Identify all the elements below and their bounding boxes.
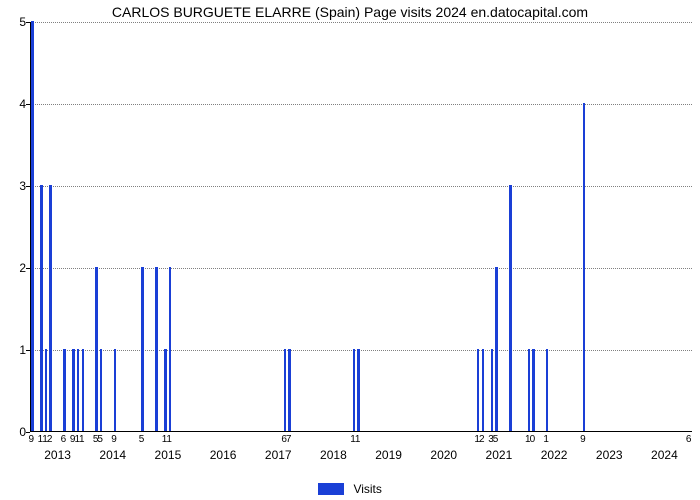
y-tick-label: 5 [12,15,26,29]
data-spike [528,349,531,431]
data-spike [155,267,158,431]
y-tick-mark [26,432,30,433]
plot-area [30,22,692,432]
legend-label: Visits [353,482,381,496]
data-spike [353,349,356,431]
y-tick-label: 2 [12,261,26,275]
x-value-label: 5 [139,434,145,445]
x-year-label: 2017 [265,448,292,462]
data-spike [164,349,167,431]
x-year-label: 2018 [320,448,347,462]
legend: Visits [0,481,700,496]
data-spike [82,349,85,431]
chart-container: CARLOS BURGUETE ELARRE (Spain) Page visi… [0,0,700,500]
data-spike [546,349,549,431]
y-tick-mark [26,350,30,351]
x-year-label: 2014 [99,448,126,462]
y-tick-mark [26,268,30,269]
data-spike [357,349,360,431]
x-year-label: 2013 [44,448,71,462]
x-value-label: 9 [580,434,586,445]
gridline [31,350,692,351]
x-value-label: 2 [47,434,53,445]
x-value-label: 1 [355,434,361,445]
x-year-label: 2015 [155,448,182,462]
x-year-label: 2024 [651,448,678,462]
x-value-label: 1 [166,434,172,445]
gridline [31,268,692,269]
x-value-label: 1 [79,434,85,445]
y-tick-label: 1 [12,343,26,357]
data-spike [141,267,144,431]
data-spike [583,103,586,431]
data-spike [491,349,494,431]
x-value-label: 7 [286,434,292,445]
x-value-label: 5 [97,434,103,445]
gridline [31,104,692,105]
data-spike [40,185,43,431]
x-value-label: 1 [543,434,549,445]
chart-title: CARLOS BURGUETE ELARRE (Spain) Page visi… [0,4,700,20]
x-value-labels: 911269115595116711123510196 [30,434,692,448]
x-year-labels: 2013 2014 2015 2016 2017 2018 2019 2020 2021 2022… [30,448,692,462]
x-year-label: 2019 [375,448,402,462]
data-spike [31,21,34,431]
x-year-label: 2023 [596,448,623,462]
x-year-label: 2022 [541,448,568,462]
data-spike [169,267,172,431]
data-spike [100,349,103,431]
x-value-label: 6 [686,434,692,445]
data-spike [114,349,117,431]
x-value-label: 0 [530,434,536,445]
y-tick-mark [26,104,30,105]
x-year-label: 2021 [486,448,513,462]
x-year-label: 2020 [430,448,457,462]
data-spike [95,267,98,431]
gridline [31,22,692,23]
x-value-label: 2 [479,434,485,445]
data-spike [63,349,66,431]
data-spike [72,349,75,431]
data-spike [45,349,48,431]
gridline [31,186,692,187]
data-spike [288,349,291,431]
y-tick-label: 0 [12,425,26,439]
x-value-label: 9 [111,434,117,445]
data-spike [49,185,52,431]
legend-swatch [318,483,344,495]
y-tick-mark [26,22,30,23]
y-tick-label: 3 [12,179,26,193]
data-spike [509,185,512,431]
x-value-label: 6 [61,434,67,445]
y-tick-label: 4 [12,97,26,111]
x-value-label: 5 [493,434,499,445]
data-spike [482,349,485,431]
data-spike [495,267,498,431]
x-value-label: 9 [28,434,34,445]
data-spike [284,349,287,431]
data-spike [77,349,80,431]
data-spike [532,349,535,431]
y-tick-mark [26,186,30,187]
data-spike [477,349,480,431]
x-year-label: 2016 [210,448,237,462]
